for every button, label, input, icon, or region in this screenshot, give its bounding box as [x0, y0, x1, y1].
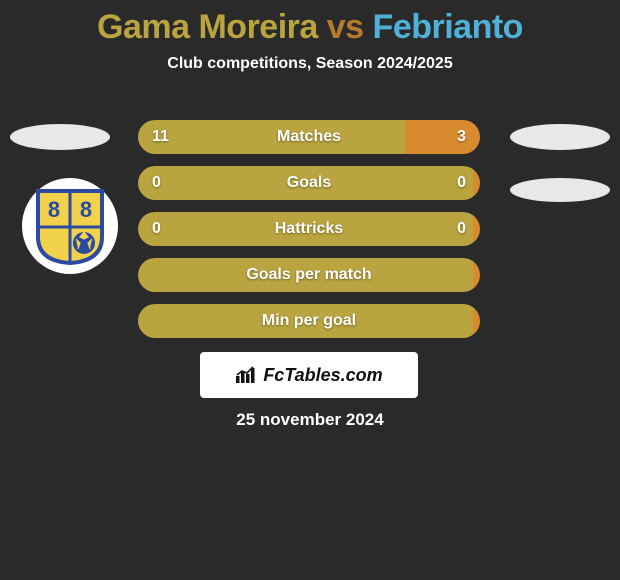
player2-name: Febrianto	[373, 8, 523, 46]
snapshot-date: 25 november 2024	[0, 410, 620, 430]
stat-left-segment	[138, 304, 473, 338]
subtitle: Club competitions, Season 2024/2025	[0, 55, 620, 73]
stat-left-value: 0	[152, 166, 161, 200]
stat-row: Hattricks00	[138, 212, 480, 246]
stat-right-value: 3	[457, 120, 466, 154]
comparison-title: Gama Moreira vs Febrianto	[0, 0, 620, 47]
player2-avatar-placeholder	[510, 124, 610, 150]
player1-club-logo: 8 8	[22, 178, 118, 274]
stat-row: Goals00	[138, 166, 480, 200]
stat-right-segment	[473, 304, 480, 338]
player1-name: Gama Moreira	[97, 8, 318, 46]
stat-row: Min per goal	[138, 304, 480, 338]
player2-club-placeholder	[510, 178, 610, 202]
stat-right-segment	[473, 258, 480, 292]
stat-right-value: 0	[457, 166, 466, 200]
stat-row: Goals per match	[138, 258, 480, 292]
branding-text: FcTables.com	[263, 365, 382, 386]
stat-left-value: 11	[152, 120, 169, 154]
stat-left-value: 0	[152, 212, 161, 246]
stat-right-segment	[473, 212, 480, 246]
stat-left-segment	[138, 258, 473, 292]
chart-icon	[235, 366, 257, 384]
stat-left-segment	[138, 120, 405, 154]
stats-bars: Matches113Goals00Hattricks00Goals per ma…	[138, 120, 480, 350]
branding-badge: FcTables.com	[200, 352, 418, 398]
player1-avatar-placeholder	[10, 124, 110, 150]
stat-row: Matches113	[138, 120, 480, 154]
stat-right-segment	[473, 166, 480, 200]
svg-text:8: 8	[80, 197, 92, 222]
svg-text:8: 8	[48, 197, 60, 222]
stat-left-segment	[138, 166, 473, 200]
vs-text: vs	[327, 8, 364, 46]
stat-right-segment	[405, 120, 480, 154]
stat-left-segment	[138, 212, 473, 246]
stat-right-value: 0	[457, 212, 466, 246]
club-shield-icon: 8 8	[34, 187, 106, 265]
